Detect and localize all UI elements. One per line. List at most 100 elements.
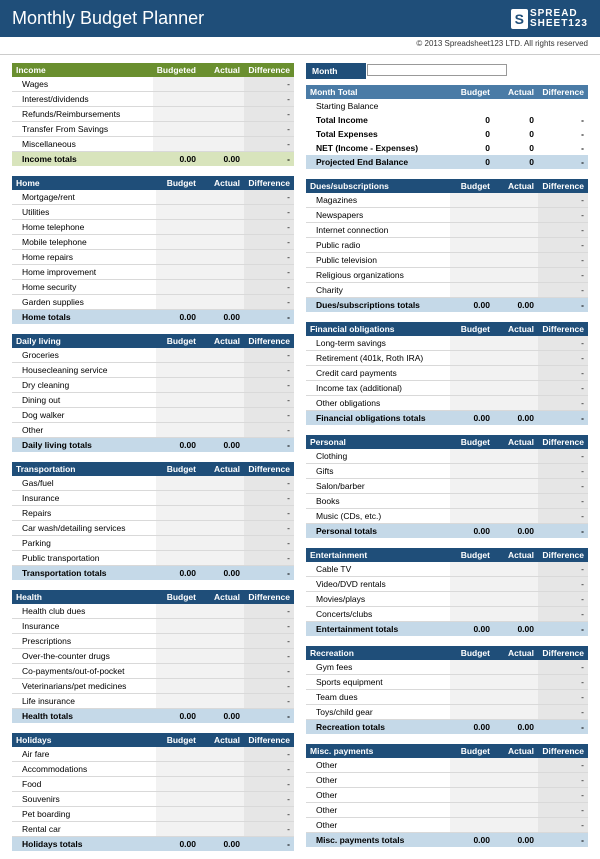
cell-budget[interactable] [156, 634, 200, 649]
cell-actual[interactable] [494, 366, 538, 381]
cell-actual[interactable] [200, 792, 244, 807]
cell-actual[interactable] [200, 634, 244, 649]
cell-budget[interactable] [450, 675, 494, 690]
cell-actual[interactable] [200, 649, 244, 664]
cell-budget[interactable] [156, 822, 200, 837]
cell-budget[interactable] [156, 378, 200, 393]
cell-budget[interactable] [450, 773, 494, 788]
cell-budget[interactable] [450, 351, 494, 366]
cell-budget[interactable] [450, 509, 494, 524]
cell-budget[interactable] [450, 818, 494, 833]
cell-budget[interactable] [450, 366, 494, 381]
cell-actual[interactable] [200, 205, 244, 220]
cell-budget[interactable] [450, 690, 494, 705]
cell-budget[interactable] [450, 494, 494, 509]
cell-actual[interactable] [494, 223, 538, 238]
cell-budget[interactable] [450, 592, 494, 607]
cell-budget[interactable] [450, 283, 494, 298]
cell-actual[interactable] [200, 694, 244, 709]
cell-actual[interactable] [494, 253, 538, 268]
cell-budget[interactable] [450, 396, 494, 411]
cell-budget[interactable] [156, 393, 200, 408]
cell-actual[interactable] [494, 705, 538, 720]
cell-actual[interactable] [494, 351, 538, 366]
cell-budget[interactable] [156, 265, 200, 280]
cell-budget[interactable] [450, 223, 494, 238]
cell-budget[interactable] [450, 268, 494, 283]
cell-actual[interactable] [494, 592, 538, 607]
cell-budget[interactable] [156, 792, 200, 807]
cell-actual[interactable] [200, 619, 244, 634]
cell-budget[interactable] [450, 208, 494, 223]
cell-actual[interactable] [200, 122, 244, 137]
cell-actual[interactable] [200, 220, 244, 235]
cell-budget[interactable] [156, 363, 200, 378]
cell-budget[interactable] [153, 77, 200, 92]
cell-actual[interactable] [200, 348, 244, 363]
cell-budget[interactable] [450, 449, 494, 464]
cell-actual[interactable] [200, 664, 244, 679]
cell-budget[interactable] [156, 280, 200, 295]
cell-budget[interactable] [153, 122, 200, 137]
cell-actual[interactable] [494, 238, 538, 253]
cell-actual[interactable] [494, 381, 538, 396]
cell-budget[interactable] [153, 107, 200, 122]
cell-budget[interactable] [156, 762, 200, 777]
cell-budget[interactable] [450, 253, 494, 268]
cell-budget[interactable] [450, 577, 494, 592]
cell-budget[interactable] [153, 137, 200, 152]
cell-actual[interactable] [494, 208, 538, 223]
cell-actual[interactable] [200, 235, 244, 250]
cell-actual[interactable] [200, 265, 244, 280]
cell-budget[interactable] [156, 747, 200, 762]
cell-budget[interactable] [156, 250, 200, 265]
cell-actual[interactable] [200, 604, 244, 619]
cell-actual[interactable] [494, 577, 538, 592]
cell-actual[interactable] [494, 562, 538, 577]
cell-actual[interactable] [200, 491, 244, 506]
cell-budget[interactable] [156, 190, 200, 205]
cell-actual[interactable] [200, 378, 244, 393]
cell-budget[interactable] [450, 788, 494, 803]
cell-actual[interactable] [494, 464, 538, 479]
cell-budget[interactable] [450, 803, 494, 818]
cell-actual[interactable] [494, 268, 538, 283]
cell-actual[interactable] [494, 773, 538, 788]
cell-budget[interactable] [156, 491, 200, 506]
cell-actual[interactable] [494, 396, 538, 411]
cell-budget[interactable] [156, 220, 200, 235]
cell-actual[interactable] [200, 250, 244, 265]
cell-actual[interactable] [200, 822, 244, 837]
cell-budget[interactable] [156, 777, 200, 792]
cell-actual[interactable] [200, 408, 244, 423]
cell-budget[interactable] [450, 660, 494, 675]
cell-budget[interactable] [450, 758, 494, 773]
cell-actual[interactable] [200, 137, 244, 152]
cell-actual[interactable] [200, 295, 244, 310]
cell-budget[interactable] [156, 295, 200, 310]
cell-actual[interactable] [494, 690, 538, 705]
cell-actual[interactable] [494, 283, 538, 298]
cell-budget[interactable] [450, 381, 494, 396]
cell-actual[interactable] [200, 77, 244, 92]
cell-actual[interactable] [494, 509, 538, 524]
cell-actual[interactable] [200, 679, 244, 694]
cell-actual[interactable] [200, 423, 244, 438]
cell-actual[interactable] [200, 92, 244, 107]
cell-budget[interactable] [450, 562, 494, 577]
cell-actual[interactable] [494, 758, 538, 773]
cell-actual[interactable] [200, 107, 244, 122]
cell-actual[interactable] [200, 762, 244, 777]
cell-actual[interactable] [494, 660, 538, 675]
cell-actual[interactable] [494, 675, 538, 690]
cell-actual[interactable] [200, 777, 244, 792]
cell-budget[interactable] [156, 604, 200, 619]
month-input[interactable] [367, 64, 507, 76]
cell-budget[interactable] [156, 506, 200, 521]
cell-budget[interactable] [156, 205, 200, 220]
cell-actual[interactable] [200, 807, 244, 822]
cell-actual[interactable] [200, 747, 244, 762]
cell-actual[interactable] [494, 803, 538, 818]
cell-actual[interactable] [200, 506, 244, 521]
cell-budget[interactable] [156, 476, 200, 491]
